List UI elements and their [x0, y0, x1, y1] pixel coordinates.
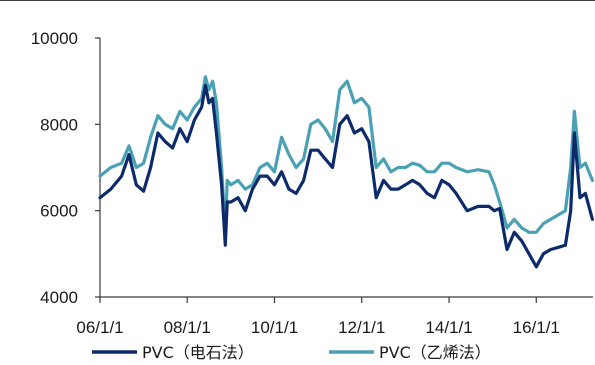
series-lines [98, 75, 595, 269]
y-tick-label: 4000 [40, 288, 78, 307]
series-line-1 [98, 83, 595, 269]
x-tick-label: 06/1/1 [76, 318, 123, 337]
y-tick-label: 6000 [40, 202, 78, 221]
top-border-line [0, 0, 595, 1]
x-tick-label: 14/1/1 [425, 318, 472, 337]
legend-label-2: PVC（乙烯法） [379, 343, 491, 362]
x-tick-label: 12/1/1 [338, 318, 385, 337]
y-tick-label: 10000 [31, 29, 78, 48]
x-axis: 06/1/1 08/1/1 10/1/1 12/1/1 14/1/1 16/1/1 [76, 296, 593, 337]
legend-label-1: PVC（电石法） [142, 343, 254, 362]
y-axis: 4000 6000 8000 10000 [31, 29, 101, 307]
x-tick-label: 08/1/1 [164, 318, 211, 337]
x-tick-label: 16/1/1 [513, 318, 560, 337]
legend: PVC（电石法） PVC（乙烯法） [92, 343, 491, 362]
series-line-2 [98, 75, 595, 234]
x-tick-label: 10/1/1 [251, 318, 298, 337]
y-tick-label: 8000 [40, 115, 78, 134]
